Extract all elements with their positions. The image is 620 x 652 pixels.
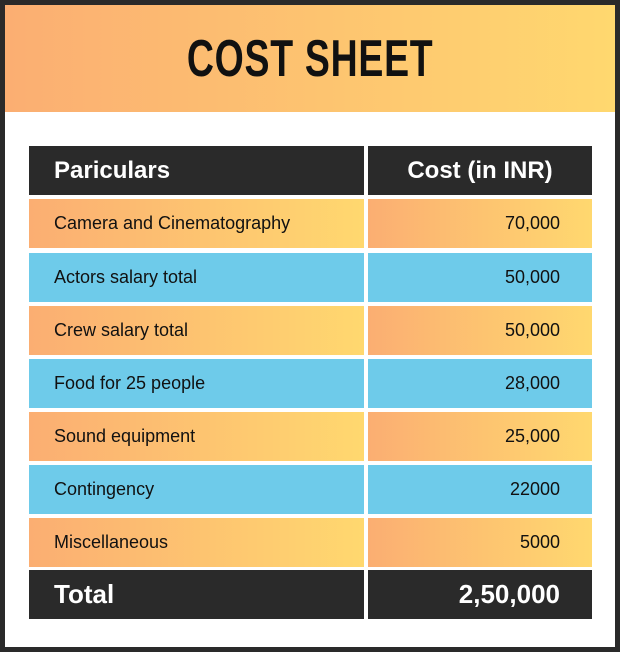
table-row: Contingency 22000 <box>29 465 592 514</box>
item-cell: Contingency <box>29 465 364 514</box>
table-header: Pariculars Cost (in INR) <box>29 146 592 195</box>
item-cell: Food for 25 people <box>29 359 364 408</box>
cost-cell: 50,000 <box>368 253 592 302</box>
table-row: Food for 25 people 28,000 <box>29 359 592 408</box>
item-cell: Crew salary total <box>29 306 364 355</box>
table-row: Crew salary total 50,000 <box>29 306 592 355</box>
cost-cell: 25,000 <box>368 412 592 461</box>
cost-cell: 50,000 <box>368 306 592 355</box>
cost-cell: 70,000 <box>368 199 592 248</box>
total-label: Total <box>29 570 364 619</box>
cost-cell: 5000 <box>368 518 592 567</box>
title-banner: COST SHEET <box>5 5 615 112</box>
table-row: Camera and Cinematography 70,000 <box>29 199 592 248</box>
item-cell: Actors salary total <box>29 253 364 302</box>
table-row: Actors salary total 50,000 <box>29 253 592 302</box>
table-row: Miscellaneous 5000 <box>29 518 592 567</box>
cost-cell: 22000 <box>368 465 592 514</box>
page-title: COST SHEET <box>186 29 434 88</box>
total-row: Total 2,50,000 <box>29 570 592 619</box>
item-cell: Camera and Cinematography <box>29 199 364 248</box>
item-cell: Miscellaneous <box>29 518 364 567</box>
total-value: 2,50,000 <box>368 570 592 619</box>
cost-sheet: COST SHEET Pariculars Cost (in INR) Came… <box>5 5 615 647</box>
header-cost: Cost (in INR) <box>368 146 592 195</box>
header-particulars: Pariculars <box>29 146 364 195</box>
cost-cell: 28,000 <box>368 359 592 408</box>
table-row: Sound equipment 25,000 <box>29 412 592 461</box>
item-cell: Sound equipment <box>29 412 364 461</box>
